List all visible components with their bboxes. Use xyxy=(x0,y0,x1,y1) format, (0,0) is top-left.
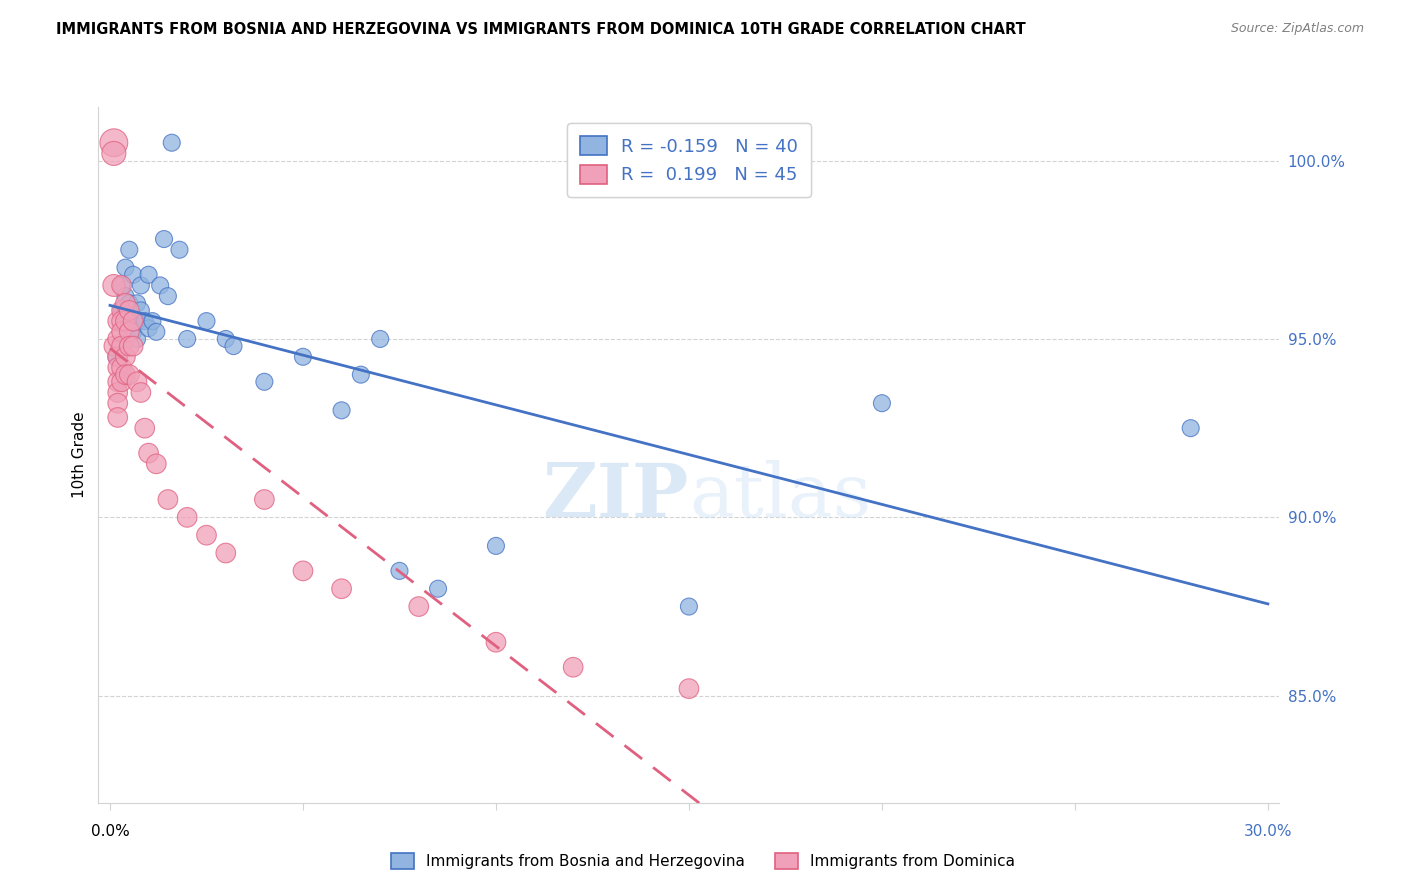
Point xyxy=(485,539,508,553)
Point xyxy=(485,635,508,649)
Point xyxy=(169,243,191,257)
Point xyxy=(107,360,129,375)
Point xyxy=(176,510,198,524)
Point xyxy=(176,332,198,346)
Point xyxy=(118,339,141,353)
Point xyxy=(129,278,152,293)
Point xyxy=(107,314,129,328)
Point xyxy=(114,350,136,364)
Point xyxy=(291,350,314,364)
Point xyxy=(253,492,276,507)
Point xyxy=(122,314,145,328)
Point xyxy=(330,582,353,596)
Point xyxy=(138,268,160,282)
Point xyxy=(138,321,160,335)
Point xyxy=(160,136,183,150)
Point xyxy=(215,332,238,346)
Point xyxy=(427,582,450,596)
Point xyxy=(110,303,132,318)
Text: 30.0%: 30.0% xyxy=(1244,824,1292,839)
Point xyxy=(110,278,132,293)
Point xyxy=(562,660,585,674)
Point xyxy=(678,681,700,696)
Legend: Immigrants from Bosnia and Herzegovina, Immigrants from Dominica: Immigrants from Bosnia and Herzegovina, … xyxy=(384,847,1022,875)
Point xyxy=(122,339,145,353)
Point xyxy=(156,492,179,507)
Text: IMMIGRANTS FROM BOSNIA AND HERZEGOVINA VS IMMIGRANTS FROM DOMINICA 10TH GRADE CO: IMMIGRANTS FROM BOSNIA AND HERZEGOVINA V… xyxy=(56,22,1026,37)
Point xyxy=(110,360,132,375)
Point xyxy=(145,325,167,339)
Point xyxy=(103,278,125,293)
Point xyxy=(107,332,129,346)
Point xyxy=(125,296,148,310)
Point xyxy=(114,260,136,275)
Point xyxy=(195,314,218,328)
Point xyxy=(118,314,141,328)
Point xyxy=(107,385,129,400)
Point xyxy=(118,368,141,382)
Point xyxy=(107,350,129,364)
Point xyxy=(253,375,276,389)
Point xyxy=(122,325,145,339)
Point xyxy=(1180,421,1202,435)
Point xyxy=(129,303,152,318)
Y-axis label: 10th Grade: 10th Grade xyxy=(72,411,87,499)
Point xyxy=(110,375,132,389)
Point xyxy=(110,303,132,318)
Point xyxy=(114,289,136,303)
Point xyxy=(107,410,129,425)
Point xyxy=(134,421,156,435)
Point xyxy=(153,232,176,246)
Text: atlas: atlas xyxy=(689,460,872,533)
Point xyxy=(195,528,218,542)
Point xyxy=(141,314,163,328)
Point xyxy=(118,296,141,310)
Point xyxy=(138,446,160,460)
Point xyxy=(291,564,314,578)
Point xyxy=(114,314,136,328)
Point xyxy=(103,146,125,161)
Point xyxy=(103,136,125,150)
Legend: R = -0.159   N = 40, R =  0.199   N = 45: R = -0.159 N = 40, R = 0.199 N = 45 xyxy=(567,123,811,197)
Point xyxy=(408,599,430,614)
Point xyxy=(118,243,141,257)
Point xyxy=(114,368,136,382)
Point xyxy=(125,375,148,389)
Point xyxy=(149,278,172,293)
Point xyxy=(118,325,141,339)
Point xyxy=(125,332,148,346)
Point xyxy=(118,303,141,318)
Point xyxy=(145,457,167,471)
Point xyxy=(110,314,132,328)
Point xyxy=(125,314,148,328)
Point xyxy=(107,375,129,389)
Point xyxy=(107,396,129,410)
Point xyxy=(368,332,391,346)
Point xyxy=(215,546,238,560)
Point xyxy=(156,289,179,303)
Text: 0.0%: 0.0% xyxy=(90,824,129,839)
Point xyxy=(114,296,136,310)
Point xyxy=(350,368,373,382)
Text: ZIP: ZIP xyxy=(543,460,689,533)
Point xyxy=(110,325,132,339)
Point xyxy=(134,314,156,328)
Point xyxy=(107,350,129,364)
Point xyxy=(678,599,700,614)
Point xyxy=(870,396,893,410)
Text: Source: ZipAtlas.com: Source: ZipAtlas.com xyxy=(1230,22,1364,36)
Point xyxy=(222,339,245,353)
Point xyxy=(388,564,411,578)
Point xyxy=(129,385,152,400)
Point xyxy=(122,268,145,282)
Point xyxy=(103,339,125,353)
Point xyxy=(110,339,132,353)
Point xyxy=(110,278,132,293)
Point xyxy=(330,403,353,417)
